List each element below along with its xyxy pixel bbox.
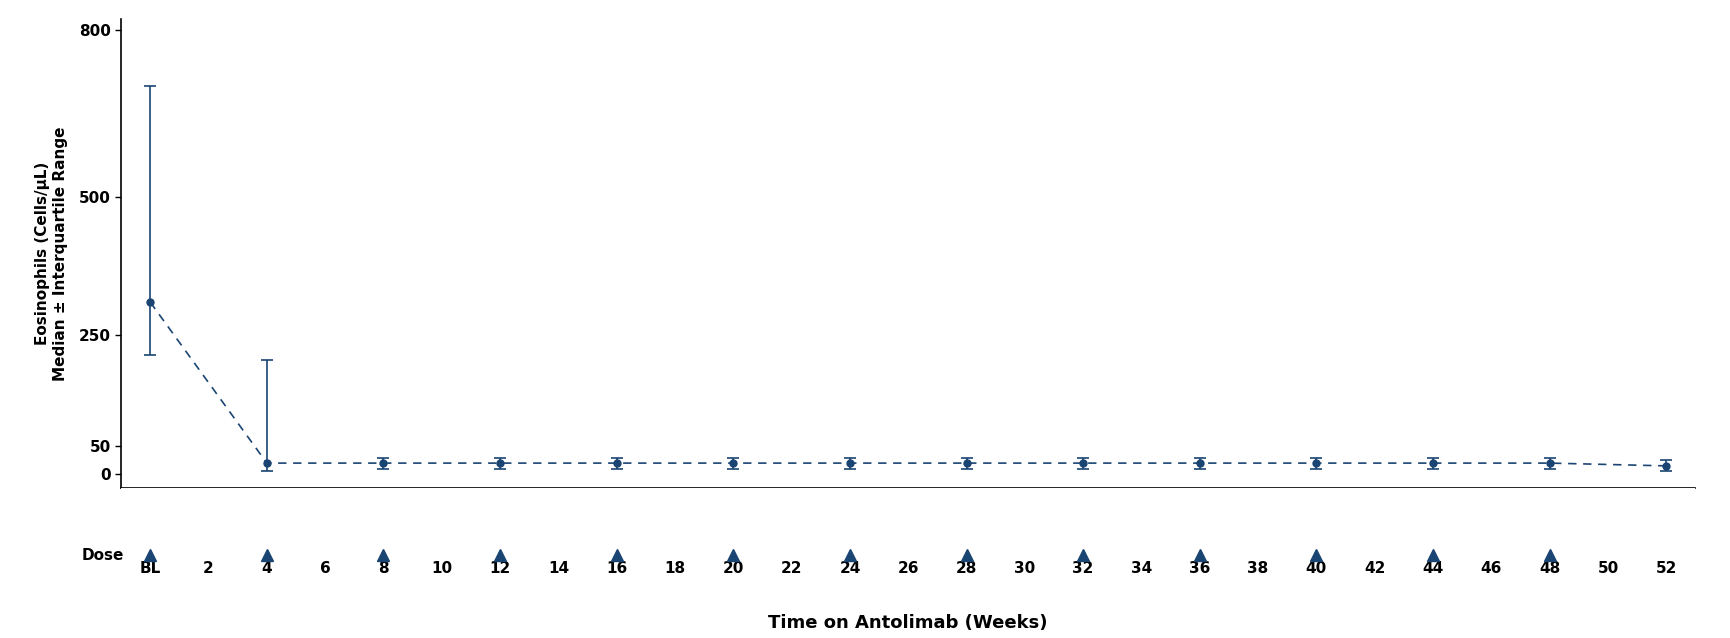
Y-axis label: Eosinophils (Cells/μL)
Median ± Interquartile Range: Eosinophils (Cells/μL) Median ± Interqua…: [35, 126, 67, 381]
Text: Dose: Dose: [81, 547, 125, 563]
Text: Time on Antolimab (Weeks): Time on Antolimab (Weeks): [768, 614, 1048, 632]
